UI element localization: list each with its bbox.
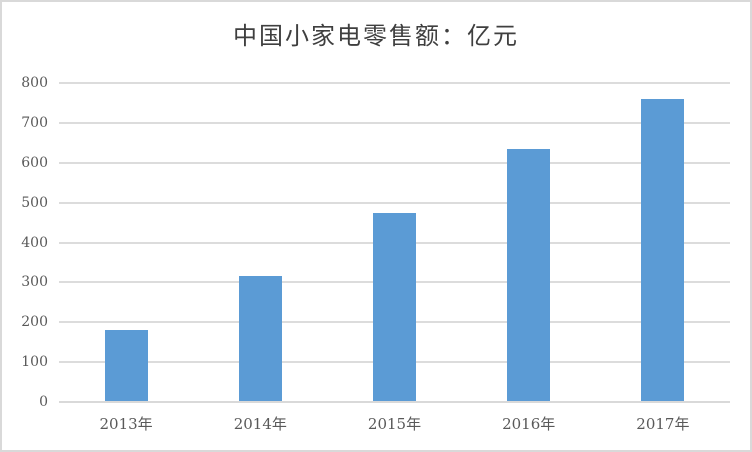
y-axis-tick-label: 0 xyxy=(39,394,48,410)
bar-2017年 xyxy=(641,98,685,402)
chart-title: 中国小家电零售额：亿元 xyxy=(233,22,519,50)
y-axis-tick-label: 800 xyxy=(21,75,48,91)
x-axis-tick-label: 2013年 xyxy=(99,415,153,433)
gridline xyxy=(59,121,730,124)
x-axis-tick-label: 2017年 xyxy=(636,415,690,433)
x-axis-tick-label: 2014年 xyxy=(233,415,287,433)
x-axis-tick-label: 2015年 xyxy=(367,415,422,433)
bar-2015年 xyxy=(373,212,416,402)
gridline xyxy=(59,201,730,204)
y-axis-tick-label: 500 xyxy=(21,194,48,211)
x-axis-line xyxy=(59,401,730,403)
y-axis-tick-label: 300 xyxy=(21,274,48,291)
y-axis-tick-label: 100 xyxy=(21,354,48,371)
gridline xyxy=(59,82,730,84)
bar-2014年 xyxy=(238,276,282,402)
y-axis-tick-label: 700 xyxy=(21,114,48,131)
y-axis-tick-label: 600 xyxy=(21,154,48,171)
y-axis-tick-label: 200 xyxy=(21,314,48,331)
x-axis-tick-label: 2016年 xyxy=(502,415,556,433)
bar-2016年 xyxy=(507,148,551,402)
y-axis-tick-label: 400 xyxy=(21,234,48,251)
bar-2013年 xyxy=(104,330,148,402)
gridline xyxy=(59,161,730,164)
